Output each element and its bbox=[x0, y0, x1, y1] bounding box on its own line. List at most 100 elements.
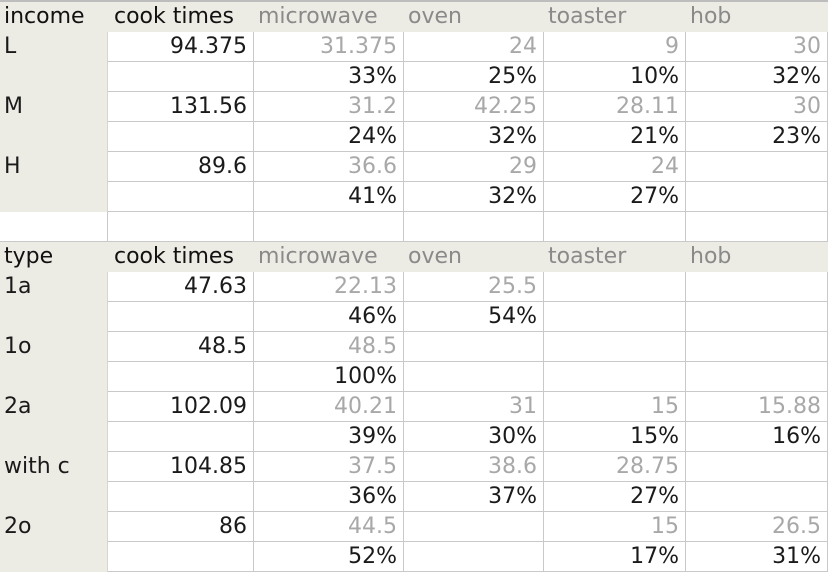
toaster-value-cell[interactable]: 28.75 bbox=[544, 452, 686, 482]
header-cell-toaster[interactable]: toaster bbox=[544, 242, 686, 272]
header-cell-type[interactable]: type bbox=[0, 242, 108, 272]
header-cell-oven[interactable]: oven bbox=[404, 242, 544, 272]
row-label-cell[interactable] bbox=[0, 362, 108, 392]
row-label-cell[interactable]: 2a bbox=[0, 392, 108, 422]
oven-percent-cell[interactable]: 37% bbox=[404, 482, 544, 512]
microwave-value-cell[interactable]: 31.2 bbox=[254, 92, 404, 122]
empty-cell[interactable] bbox=[108, 212, 254, 242]
hob-value-cell[interactable]: 26.5 bbox=[686, 512, 828, 542]
toaster-value-cell[interactable]: 9 bbox=[544, 32, 686, 62]
microwave-percent-cell[interactable]: 24% bbox=[254, 122, 404, 152]
cook-times-cell[interactable]: 48.5 bbox=[108, 332, 254, 362]
cook-times-cell[interactable]: 131.56 bbox=[108, 92, 254, 122]
microwave-percent-cell[interactable]: 36% bbox=[254, 482, 404, 512]
hob-value-cell[interactable] bbox=[686, 152, 828, 182]
cook-times-cell[interactable] bbox=[108, 542, 254, 572]
cook-times-cell[interactable] bbox=[108, 362, 254, 392]
microwave-percent-cell[interactable]: 52% bbox=[254, 542, 404, 572]
hob-value-cell[interactable]: 30 bbox=[686, 92, 828, 122]
cook-times-cell[interactable] bbox=[108, 482, 254, 512]
header-cell-toaster[interactable]: toaster bbox=[544, 2, 686, 32]
oven-value-cell[interactable]: 29 bbox=[404, 152, 544, 182]
oven-value-cell[interactable]: 38.6 bbox=[404, 452, 544, 482]
cook-times-cell[interactable]: 102.09 bbox=[108, 392, 254, 422]
cook-times-cell[interactable] bbox=[108, 422, 254, 452]
hob-value-cell[interactable] bbox=[686, 272, 828, 302]
header-cell-cook-times[interactable]: cook times bbox=[108, 2, 254, 32]
cook-times-cell[interactable]: 104.85 bbox=[108, 452, 254, 482]
hob-value-cell[interactable] bbox=[686, 452, 828, 482]
microwave-value-cell[interactable]: 40.21 bbox=[254, 392, 404, 422]
microwave-percent-cell[interactable]: 33% bbox=[254, 62, 404, 92]
hob-percent-cell[interactable] bbox=[686, 302, 828, 332]
oven-value-cell[interactable] bbox=[404, 512, 544, 542]
microwave-percent-cell[interactable]: 100% bbox=[254, 362, 404, 392]
oven-percent-cell[interactable]: 25% bbox=[404, 62, 544, 92]
microwave-value-cell[interactable]: 37.5 bbox=[254, 452, 404, 482]
header-cell-microwave[interactable]: microwave bbox=[254, 2, 404, 32]
hob-percent-cell[interactable] bbox=[686, 482, 828, 512]
cook-times-cell[interactable]: 94.375 bbox=[108, 32, 254, 62]
row-label-cell[interactable] bbox=[0, 182, 108, 212]
header-cell-cook-times[interactable]: cook times bbox=[108, 242, 254, 272]
toaster-percent-cell[interactable]: 17% bbox=[544, 542, 686, 572]
cook-times-cell[interactable]: 86 bbox=[108, 512, 254, 542]
row-label-cell[interactable] bbox=[0, 542, 108, 572]
hob-value-cell[interactable]: 15.88 bbox=[686, 392, 828, 422]
row-label-cell[interactable] bbox=[0, 122, 108, 152]
hob-percent-cell[interactable] bbox=[686, 362, 828, 392]
hob-percent-cell[interactable]: 16% bbox=[686, 422, 828, 452]
row-label-cell[interactable]: with c bbox=[0, 452, 108, 482]
toaster-value-cell[interactable]: 28.11 bbox=[544, 92, 686, 122]
oven-value-cell[interactable] bbox=[404, 332, 544, 362]
cook-times-cell[interactable]: 89.6 bbox=[108, 152, 254, 182]
oven-percent-cell[interactable]: 30% bbox=[404, 422, 544, 452]
row-label-cell[interactable]: 2o bbox=[0, 512, 108, 542]
oven-percent-cell[interactable] bbox=[404, 362, 544, 392]
header-cell-hob[interactable]: hob bbox=[686, 242, 828, 272]
toaster-value-cell[interactable]: 24 bbox=[544, 152, 686, 182]
oven-percent-cell[interactable]: 32% bbox=[404, 122, 544, 152]
toaster-value-cell[interactable] bbox=[544, 272, 686, 302]
toaster-value-cell[interactable]: 15 bbox=[544, 512, 686, 542]
row-label-cell[interactable]: M bbox=[0, 92, 108, 122]
row-label-cell[interactable]: H bbox=[0, 152, 108, 182]
hob-value-cell[interactable]: 30 bbox=[686, 32, 828, 62]
cook-times-cell[interactable]: 47.63 bbox=[108, 272, 254, 302]
row-label-cell[interactable] bbox=[0, 482, 108, 512]
toaster-percent-cell[interactable]: 27% bbox=[544, 482, 686, 512]
empty-cell[interactable] bbox=[686, 212, 828, 242]
toaster-percent-cell[interactable]: 21% bbox=[544, 122, 686, 152]
toaster-value-cell[interactable] bbox=[544, 332, 686, 362]
empty-cell[interactable] bbox=[544, 212, 686, 242]
row-label-cell[interactable] bbox=[0, 422, 108, 452]
microwave-percent-cell[interactable]: 39% bbox=[254, 422, 404, 452]
hob-percent-cell[interactable]: 32% bbox=[686, 62, 828, 92]
microwave-value-cell[interactable]: 48.5 bbox=[254, 332, 404, 362]
row-label-cell[interactable] bbox=[0, 302, 108, 332]
toaster-percent-cell[interactable] bbox=[544, 362, 686, 392]
toaster-percent-cell[interactable]: 10% bbox=[544, 62, 686, 92]
empty-cell[interactable] bbox=[254, 212, 404, 242]
oven-percent-cell[interactable]: 54% bbox=[404, 302, 544, 332]
microwave-value-cell[interactable]: 36.6 bbox=[254, 152, 404, 182]
microwave-percent-cell[interactable]: 41% bbox=[254, 182, 404, 212]
microwave-value-cell[interactable]: 31.375 bbox=[254, 32, 404, 62]
toaster-percent-cell[interactable] bbox=[544, 302, 686, 332]
header-cell-oven[interactable]: oven bbox=[404, 2, 544, 32]
oven-value-cell[interactable]: 42.25 bbox=[404, 92, 544, 122]
cook-times-cell[interactable] bbox=[108, 302, 254, 332]
header-cell-microwave[interactable]: microwave bbox=[254, 242, 404, 272]
cook-times-cell[interactable] bbox=[108, 182, 254, 212]
hob-percent-cell[interactable]: 31% bbox=[686, 542, 828, 572]
cook-times-cell[interactable] bbox=[108, 122, 254, 152]
oven-value-cell[interactable]: 31 bbox=[404, 392, 544, 422]
oven-value-cell[interactable]: 24 bbox=[404, 32, 544, 62]
microwave-percent-cell[interactable]: 46% bbox=[254, 302, 404, 332]
empty-cell[interactable] bbox=[0, 212, 108, 242]
hob-percent-cell[interactable] bbox=[686, 182, 828, 212]
cook-times-cell[interactable] bbox=[108, 62, 254, 92]
row-label-cell[interactable]: 1o bbox=[0, 332, 108, 362]
toaster-percent-cell[interactable]: 27% bbox=[544, 182, 686, 212]
oven-percent-cell[interactable] bbox=[404, 542, 544, 572]
